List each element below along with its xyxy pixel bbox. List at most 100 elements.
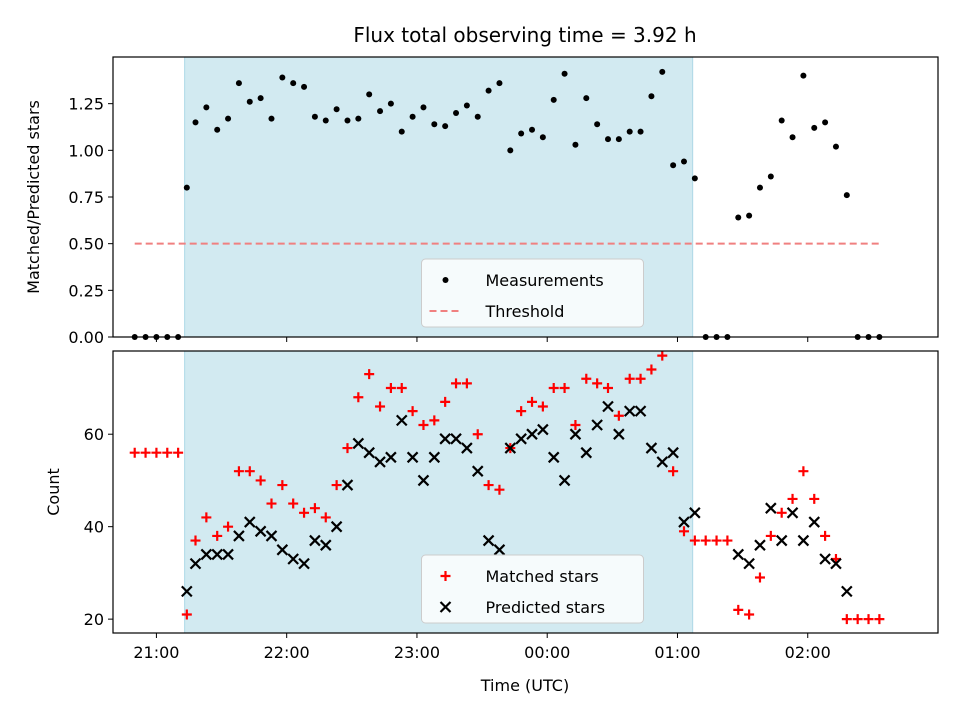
matched-stars-point [353,392,364,403]
measurement-point [561,70,568,77]
predicted-stars-point [211,548,223,561]
measurement-point [637,128,644,135]
measurement-point [550,96,557,103]
matched-stars-point [233,466,244,477]
measurement-point [442,123,449,130]
matched-stars-point [255,475,266,486]
matched-stars-point [548,382,559,393]
predicted-stars-point [330,520,343,533]
measurement-point [832,143,839,150]
predicted-stars-point [613,428,625,440]
measurement-point [518,130,525,137]
matched-stars-point [407,406,418,417]
predicted-stars-point [363,446,375,459]
matched-stars-point [668,466,679,477]
matched-stars-point [483,480,494,491]
measurement-point [496,80,503,87]
top-y-tick-label: 0.75 [68,188,104,207]
predicted-stars-point [580,446,593,459]
matched-stars-point [320,512,331,523]
top-y-tick-label: 1.25 [68,95,104,114]
measurement-point [778,117,785,124]
x-tick-label: 22:00 [264,643,310,662]
matched-stars-point [418,419,429,430]
measurement-point [507,147,514,154]
measurement-point [322,117,329,124]
predicted-stars-point [461,442,473,454]
chart-title: Flux total observing time = 3.92 h [353,23,696,47]
matched-stars-point [190,535,201,546]
matched-stars-point [744,609,755,620]
bottom-y-tick-label: 20 [84,610,104,629]
measurement-point [431,121,438,128]
measurement-point [594,121,601,128]
bottom-y-axis-label: Count [44,468,63,516]
matched-stars-point [603,382,613,393]
matched-stars-point [765,530,776,541]
measurement-point [843,192,850,199]
matched-stars-point [151,447,162,458]
matched-stars-point [635,373,646,384]
matched-stars-point [385,382,396,393]
matched-stars-point [689,535,700,546]
measurement-point [398,128,405,135]
measurement-point [800,72,807,79]
predicted-stars-point [623,405,636,417]
predicted-stars-point [287,553,299,565]
measurement-point [615,136,622,143]
bottom-plot-frame [112,350,939,634]
predicted-stars-point [765,502,777,514]
predicted-stars-point [439,433,451,445]
matched-stars-point [173,447,184,458]
matched-stars-point [700,535,711,546]
matched-stars-point [592,378,603,389]
predicted-stars-point [276,544,289,556]
measurement-point [485,87,492,94]
predicted-stars-point [558,474,571,487]
matched-stars-point [624,373,635,384]
top-y-axis-label: Matched/Predicted stars [24,100,43,294]
matched-stars-point [722,535,733,546]
top-y-tick-label: 0.25 [68,281,104,300]
legend-entry-label: Measurements [486,271,604,290]
measurement-point [344,117,351,124]
legend-x-marker [439,601,452,613]
matched-stars-point [288,498,299,509]
measurement-point [453,110,460,116]
predicted-stars-point [341,479,354,491]
matched-stars-point [570,419,581,430]
measurement-point [811,124,818,131]
predicted-stars-point [181,585,193,598]
measurement-point [235,80,242,87]
measurement-point [756,184,763,191]
legend-entry-label: Matched stars [486,567,599,586]
measurement-point [279,74,286,81]
bottom-legend: Matched stars Predicted stars [421,554,644,624]
matched-stars-point [201,512,212,523]
predicted-stars-point [254,525,267,538]
legend-entry-label: Threshold [485,302,565,321]
predicted-stars-point [471,465,484,477]
matched-stars-point [181,609,192,620]
predicted-stars-point [265,530,278,542]
predicted-stars-point [591,419,603,431]
measurement-point [605,136,611,143]
matched-stars-point [331,480,342,491]
predicted-stars-point [786,507,799,519]
predicted-stars-point [352,437,365,450]
measurement-point [301,83,308,90]
top-y-tick-label: 0.00 [68,328,104,347]
matched-stars-point [375,401,386,412]
predicted-stars-point [428,451,441,464]
measurement-point [463,102,470,109]
measurement-point [648,93,655,100]
matched-stars-point [678,526,689,537]
matched-stars-point [776,507,787,518]
predicted-stars-point [417,474,430,487]
measurement-point [377,108,384,115]
matched-stars-point [244,466,255,477]
predicted-stars-point [634,405,647,417]
measurement-point [746,212,753,219]
predicted-stars-point [385,451,397,464]
